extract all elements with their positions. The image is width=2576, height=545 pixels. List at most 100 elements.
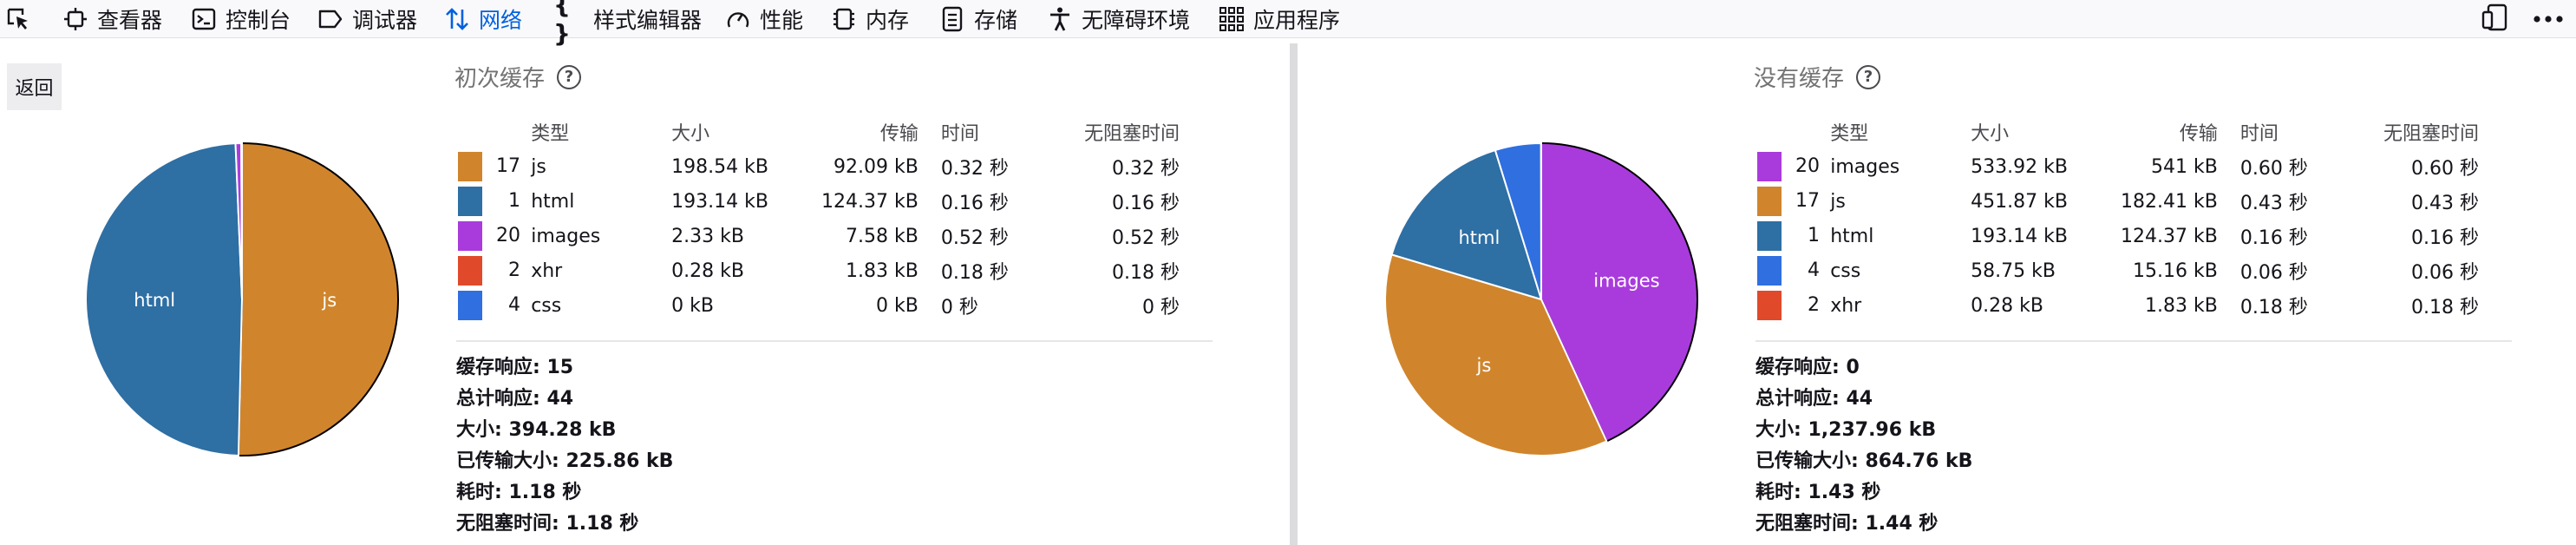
panel-splitter[interactable] [1290, 43, 1298, 545]
tab-label: 无障碍环境 [1082, 8, 1191, 33]
count-cell: 20 [1757, 149, 1830, 184]
header-nonblocking[interactable]: 无阻塞时间 [2383, 123, 2479, 145]
tab-debugger[interactable]: 调试器 [317, 0, 417, 38]
count-cell: 2 [1757, 288, 1830, 323]
more-options-button[interactable] [2533, 0, 2564, 38]
nonblocking-cell: 0.18 秒 [2411, 297, 2479, 318]
type-color-swatch [1757, 152, 1782, 181]
header-type[interactable]: 类型 [531, 123, 570, 145]
type-color-swatch [458, 256, 482, 286]
pie-slice-images[interactable] [1540, 141, 1698, 443]
count-cell: 1 [1757, 219, 1830, 253]
pie-slice-xhr[interactable] [240, 141, 243, 300]
tab-accessibility[interactable]: 无障碍环境 [1047, 0, 1190, 38]
time-cell: 0.32 秒 [940, 158, 1009, 180]
count-value: 1 [508, 190, 520, 212]
tab-console[interactable]: 控制台 [191, 0, 291, 38]
table-row: 4 css 58.75 kB 15.16 kB 0.06 秒 0.06 秒 [1757, 253, 2512, 288]
tab-performance[interactable]: 性能 [725, 0, 803, 38]
summary-line: 已传输大小: 864.76 kB [1755, 446, 1972, 477]
header-nonblocking[interactable]: 无阻塞时间 [1083, 123, 1180, 145]
summary-empty: 缓存响应: 0 总计响应: 44 大小: 1,237.96 kB 已传输大小: 864… [1755, 352, 1972, 540]
stats-table-primed: 类型 大小 传输 时间 无阻塞时间 17 js 198.54 kB 92.09 kB 0… [458, 115, 1213, 323]
help-icon[interactable]: ? [557, 64, 582, 89]
summary-value: 1.18 秒 [508, 482, 582, 503]
header-transfer[interactable]: 传输 [2179, 123, 2218, 145]
header-time[interactable]: 时间 [940, 123, 979, 145]
summary-value: 44 [1846, 388, 1873, 410]
pie-slice-js[interactable] [237, 141, 399, 456]
summary-label: 已传输大小: [456, 450, 559, 472]
tab-style-editor[interactable]: { } 样式编辑器 [553, 0, 702, 48]
type-cell: css [531, 294, 562, 317]
panel-title-text: 初次缓存 [454, 66, 546, 92]
count-value: 20 [1795, 155, 1820, 177]
nonblocking-cell: 0.60 秒 [2411, 158, 2479, 180]
count-value: 17 [496, 155, 520, 177]
type-color-swatch [458, 152, 482, 181]
back-button[interactable]: 返回 [7, 63, 62, 110]
table-row: 1 html 193.14 kB 124.37 kB 0.16 秒 0.16 秒 [458, 184, 1213, 219]
console-icon [191, 6, 217, 32]
application-icon [1219, 6, 1245, 32]
type-cell: images [1830, 155, 1900, 178]
summary-value: 44 [546, 388, 574, 410]
summary-line: 耗时: 1.43 秒 [1755, 477, 1972, 509]
summary-value: 1.44 秒 [1865, 513, 1939, 535]
responsive-design-button[interactable] [2481, 0, 2510, 38]
help-icon[interactable]: ? [1856, 64, 1881, 89]
count-value: 4 [1808, 259, 1820, 281]
tab-storage[interactable]: 存储 [939, 0, 1017, 38]
time-cell: 0.18 秒 [2239, 297, 2308, 318]
summary-value: 1.43 秒 [1808, 482, 1881, 503]
divider [456, 340, 1213, 342]
network-icon [444, 6, 470, 32]
nonblocking-cell: 0.32 秒 [1112, 158, 1180, 180]
header-size[interactable]: 大小 [671, 123, 710, 145]
table-row: 4 css 0 kB 0 kB 0 秒 0 秒 [458, 288, 1213, 323]
summary-label: 缓存响应: [1755, 357, 1840, 378]
header-time[interactable]: 时间 [2239, 123, 2279, 145]
header-type[interactable]: 类型 [1830, 123, 1869, 145]
header-size[interactable]: 大小 [1971, 123, 2010, 145]
time-cell: 0.60 秒 [2239, 158, 2308, 180]
count-cell: 20 [458, 219, 531, 253]
table-row: 2 xhr 0.28 kB 1.83 kB 0.18 秒 0.18 秒 [1757, 288, 2512, 323]
summary-value: 864.76 kB [1865, 450, 1973, 472]
summary-line: 大小: 1,237.96 kB [1755, 415, 1972, 446]
header-transfer[interactable]: 传输 [879, 123, 919, 145]
time-cell: 0 秒 [940, 297, 978, 318]
nonblocking-cell: 0.06 秒 [2411, 262, 2479, 284]
pie-slice-label: images [1593, 270, 1659, 291]
pie-slice-js[interactable] [1384, 253, 1608, 456]
type-cell: css [1830, 259, 1861, 282]
nonblocking-cell: 0 秒 [1142, 297, 1180, 318]
summary-label: 总计响应: [456, 388, 540, 410]
size-cell: 2.33 kB [671, 225, 744, 247]
count-value: 2 [1808, 294, 1820, 316]
summary-label: 无阻塞时间: [456, 513, 559, 535]
header-count [458, 115, 531, 149]
summary-line: 大小: 394.28 kB [456, 415, 673, 446]
pie-slice-html[interactable] [1390, 148, 1543, 301]
table-row: 20 images 2.33 kB 7.58 kB 0.52 秒 0.52 秒 [458, 219, 1213, 253]
type-cell: images [531, 225, 601, 247]
type-cell: html [531, 190, 575, 213]
tab-label: 查看器 [97, 8, 163, 33]
element-picker-button[interactable] [5, 0, 40, 38]
tab-application[interactable]: 应用程序 [1219, 0, 1340, 38]
type-color-swatch [458, 291, 482, 320]
style-editor-icon: { } [553, 0, 571, 48]
pie-slice-html[interactable] [85, 142, 244, 456]
transfer-cell: 7.58 kB [846, 225, 919, 247]
summary-line: 无阻塞时间: 1.18 秒 [456, 509, 673, 540]
nonblocking-cell: 0.16 秒 [2411, 227, 2479, 249]
transfer-cell: 92.09 kB [834, 155, 919, 178]
tab-inspector[interactable]: 查看器 [62, 0, 162, 38]
tab-network[interactable]: 网络 [444, 0, 522, 38]
time-cell: 0.06 秒 [2239, 262, 2308, 284]
type-cell: html [1830, 225, 1874, 247]
debugger-icon [317, 6, 343, 32]
header-count [1757, 115, 1830, 149]
tab-memory[interactable]: 内存 [831, 0, 909, 38]
